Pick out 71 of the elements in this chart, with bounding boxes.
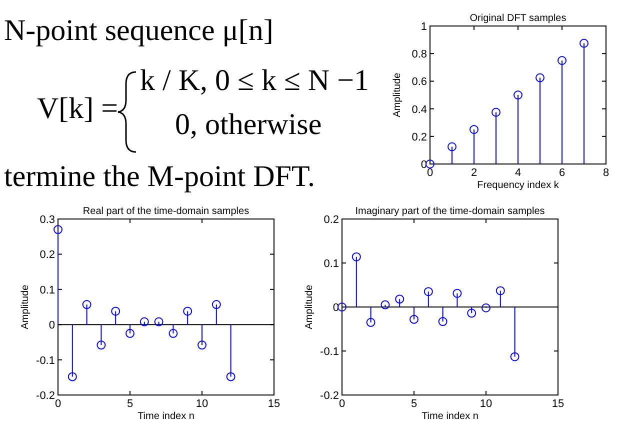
- point: [496, 286, 505, 296]
- y-axis-title: Amplitude: [392, 72, 403, 118]
- point: [510, 352, 520, 362]
- point: [140, 317, 149, 326]
- point: [380, 300, 390, 310]
- text: V[k] =: [37, 92, 118, 125]
- y-axis-title: Amplitude: [20, 284, 31, 330]
- y-tick-label: 1: [420, 21, 427, 33]
- point: [168, 328, 178, 338]
- y-tick-label: -0.2: [320, 390, 339, 402]
- point: [482, 303, 490, 312]
- point: [198, 340, 206, 350]
- chart-title: Real part of the time-domain samples: [82, 206, 250, 217]
- point: [154, 317, 164, 326]
- x-axis-title: Time index n: [422, 411, 478, 422]
- point: [226, 372, 236, 382]
- point: [467, 308, 476, 318]
- point: [452, 288, 462, 298]
- point: [54, 225, 62, 234]
- point: [410, 314, 418, 324]
- y-tick-label: 0: [48, 320, 55, 332]
- point: [96, 340, 106, 350]
- y-tick-label: 0.8: [412, 48, 427, 61]
- point: [183, 306, 192, 316]
- y-axis-title: Amplitude: [304, 284, 315, 330]
- point: [470, 125, 478, 134]
- x-tick-label: 8: [602, 167, 610, 179]
- point: [126, 328, 134, 338]
- point: [492, 108, 500, 117]
- point: [514, 90, 522, 100]
- x-tick-label: 10: [480, 398, 492, 410]
- text: k / K, 0 ≤ k ≤ N −1: [140, 64, 370, 97]
- point: [438, 317, 448, 326]
- point: [395, 294, 404, 304]
- y-tick-label: -0.1: [320, 346, 339, 358]
- y-tick-label: 0.2: [412, 131, 427, 144]
- x-tick-label: 5: [410, 398, 418, 410]
- point: [366, 318, 376, 327]
- point: [212, 300, 221, 310]
- point: [82, 300, 92, 310]
- chart-title: Original DFT samples: [470, 13, 566, 24]
- chart-title: Imaginary part of the time-domain samples: [355, 206, 545, 217]
- x-tick-label: 2: [470, 167, 478, 179]
- point: [111, 306, 120, 316]
- text: termine the M-point DFT.: [4, 160, 316, 193]
- y-tick-label: 0.1: [40, 284, 55, 296]
- y-tick-label: -0.2: [36, 390, 55, 402]
- x-tick-label: 6: [558, 167, 566, 179]
- point: [424, 287, 433, 296]
- x-axis-title: Frequency index k: [477, 180, 560, 191]
- y-tick-label: 0.4: [412, 104, 427, 116]
- y-tick-label: 0.1: [324, 258, 339, 270]
- text: 0, otherwise: [175, 108, 322, 141]
- y-tick-label: 0.6: [412, 76, 427, 88]
- y-tick-label: 0.3: [40, 214, 55, 226]
- y-tick-label: -0.1: [36, 354, 55, 367]
- point: [558, 56, 566, 65]
- x-tick-label: 5: [126, 398, 134, 410]
- text: N-point sequence μ[n]: [4, 14, 274, 47]
- point: [448, 142, 456, 152]
- point: [580, 38, 588, 48]
- x-tick-label: 15: [268, 398, 280, 410]
- point: [68, 372, 77, 382]
- x-axis-title: Time index n: [138, 411, 194, 422]
- y-tick-label: 0.2: [40, 249, 55, 262]
- x-tick-label: 4: [514, 167, 522, 179]
- x-tick-label: 15: [552, 398, 564, 410]
- y-tick-label: 0.2: [324, 214, 339, 226]
- x-tick-label: 10: [196, 398, 208, 410]
- point: [352, 252, 361, 262]
- point: [536, 73, 544, 82]
